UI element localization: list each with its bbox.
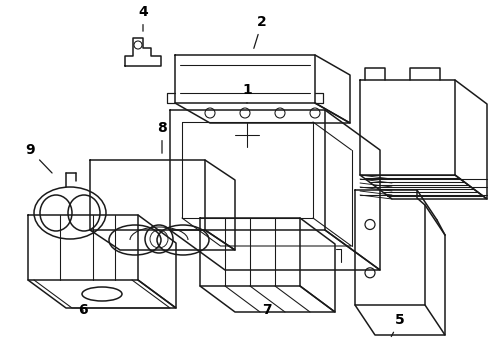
Text: 8: 8: [157, 121, 167, 153]
Text: 4: 4: [138, 5, 148, 31]
Text: 6: 6: [78, 303, 88, 317]
Text: 7: 7: [262, 303, 272, 317]
Text: 5: 5: [392, 313, 405, 337]
Text: 9: 9: [25, 143, 52, 173]
Text: 2: 2: [254, 15, 267, 48]
Text: 1: 1: [242, 83, 252, 103]
